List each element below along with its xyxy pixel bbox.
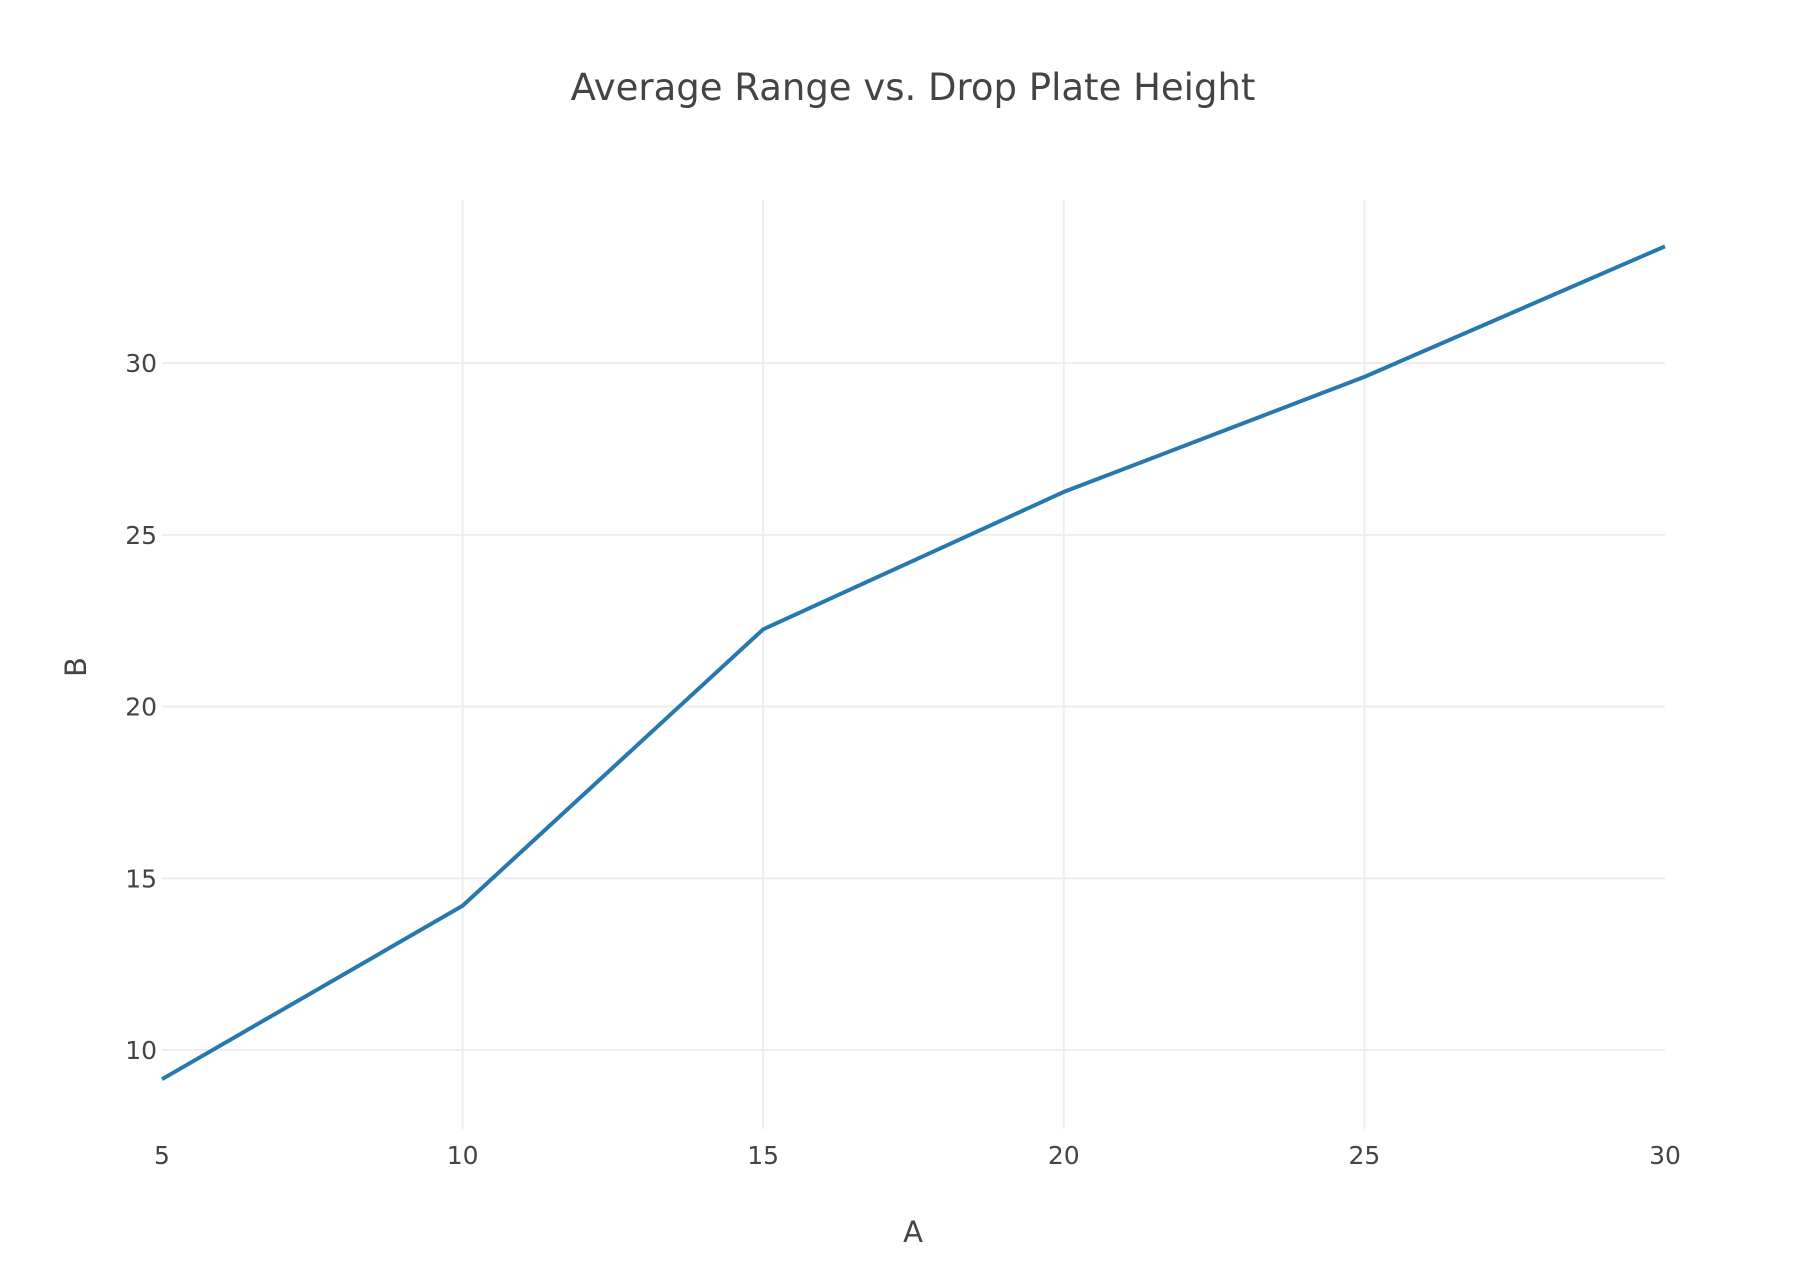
x-tick-label: 25 <box>1348 1141 1380 1170</box>
x-tick-label: 5 <box>154 1141 170 1170</box>
x-tick-label: 20 <box>1048 1141 1080 1170</box>
y-tick-label: 25 <box>125 521 157 550</box>
y-tick-label: 30 <box>125 349 157 378</box>
series-layer <box>161 244 1666 1081</box>
y-tick-label: 10 <box>125 1036 157 1065</box>
x-tick-label: 30 <box>1649 1141 1681 1170</box>
y-tick-label: 15 <box>125 864 157 893</box>
x-axis-tick-labels: 5 10 15 20 25 30 <box>154 1141 1681 1170</box>
grid-layer <box>162 200 1665 1129</box>
x-axis-title: A <box>903 1215 923 1249</box>
series-line <box>161 244 1666 1081</box>
y-axis-tick-labels: 10 15 20 25 30 <box>125 349 157 1065</box>
y-axis-title: B <box>59 657 93 677</box>
y-tick-label: 20 <box>125 693 157 722</box>
x-tick-label: 10 <box>447 1141 479 1170</box>
chart-title: Average Range vs. Drop Plate Height <box>571 66 1256 109</box>
x-tick-label: 15 <box>747 1141 779 1170</box>
